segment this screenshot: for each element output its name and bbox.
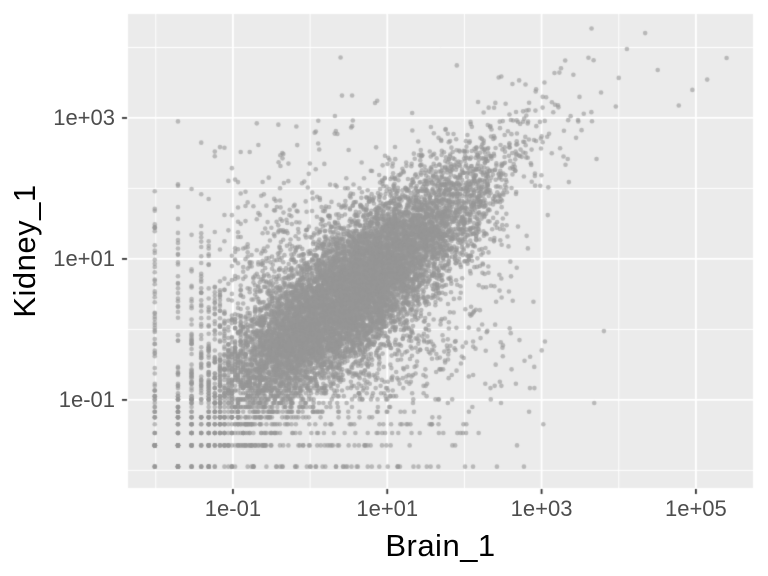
x-axis-title: Brain_1 <box>385 528 496 563</box>
y-tick-label: 1e+03 <box>53 104 115 130</box>
y-tick-label: 1e+01 <box>53 245 115 271</box>
x-tick-label: 1e+03 <box>510 496 573 521</box>
x-tick-label: 1e+01 <box>356 496 419 521</box>
x-tick-label: 1e-01 <box>204 496 262 521</box>
y-tick-label: 1e-01 <box>58 386 115 412</box>
y-axis-title: Kidney_1 <box>7 184 42 318</box>
x-tick-label: 1e+05 <box>664 496 727 521</box>
